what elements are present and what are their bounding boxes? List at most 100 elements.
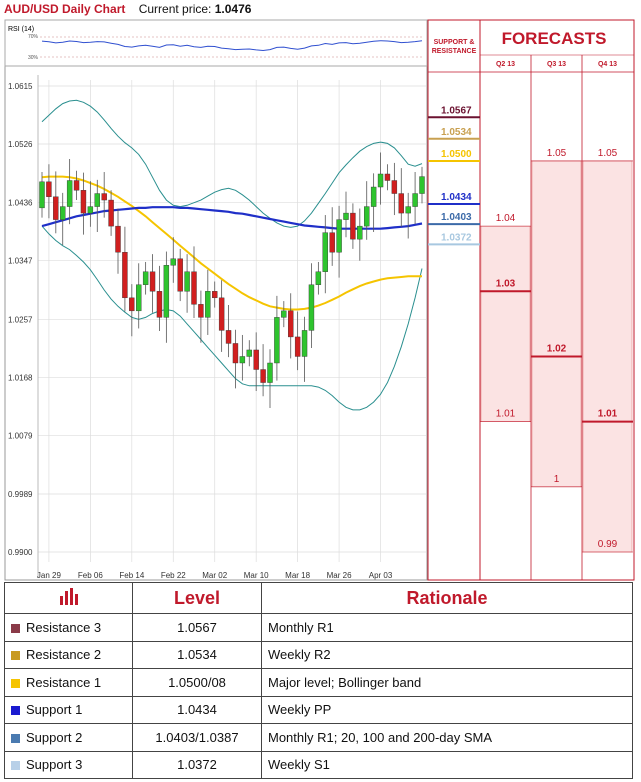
y-tick-label: 1.0436 bbox=[8, 199, 33, 208]
level-name: Resistance 1 bbox=[26, 674, 102, 690]
candle-body bbox=[322, 232, 328, 272]
table-row: Resistance 2 1.0534 Weekly R2 bbox=[4, 640, 633, 669]
candle-body bbox=[156, 291, 163, 318]
level-name-cell: Support 3 bbox=[4, 750, 133, 779]
candle-body bbox=[384, 173, 391, 181]
forecasts-title: FORECASTS bbox=[502, 29, 607, 48]
x-tick-label: Feb 06 bbox=[78, 571, 103, 580]
x-tick-label: Apr 03 bbox=[369, 571, 393, 580]
candle-body bbox=[129, 297, 135, 312]
level-name-cell: Resistance 1 bbox=[4, 668, 133, 697]
table-row: Resistance 1 1.0500/08 Major level; Bollin… bbox=[4, 668, 633, 697]
color-swatch bbox=[11, 623, 20, 633]
x-tick-label: Jan 29 bbox=[37, 571, 62, 580]
candle-body bbox=[80, 190, 87, 214]
y-tick-label: 1.0615 bbox=[8, 82, 33, 91]
sr-label-line1: SUPPORT & bbox=[434, 39, 475, 46]
level-name: Support 1 bbox=[26, 702, 83, 718]
level-rationale: Monthly R1; 20, 100 and 200-day SMA bbox=[261, 723, 633, 752]
x-tick-label: Mar 26 bbox=[327, 571, 352, 580]
candle-body bbox=[239, 356, 246, 364]
candle-body bbox=[294, 336, 301, 357]
bar-chart-icon bbox=[59, 587, 78, 605]
level-value: 1.0500/08 bbox=[132, 668, 262, 697]
candle-body bbox=[246, 349, 252, 357]
sr-label-line2: RESISTANCE bbox=[432, 48, 477, 55]
candle-body bbox=[377, 173, 384, 188]
level-rationale: Major level; Bollinger band bbox=[261, 668, 633, 697]
rsi-label: RSI (14) bbox=[8, 26, 34, 33]
rsi-tick-70: 70% bbox=[28, 34, 39, 40]
candle-body bbox=[87, 206, 94, 214]
level-name: Support 2 bbox=[26, 729, 83, 745]
candle-body bbox=[46, 181, 52, 197]
candle-body bbox=[60, 206, 66, 220]
candle-body bbox=[177, 258, 183, 292]
candle-body bbox=[350, 212, 356, 240]
table-row: Support 3 1.0372 Weekly S1 bbox=[4, 750, 633, 779]
x-tick-label: Mar 18 bbox=[285, 571, 310, 580]
forecast-band bbox=[531, 160, 582, 488]
candle-body bbox=[412, 193, 418, 207]
color-swatch bbox=[11, 706, 20, 716]
color-swatch bbox=[11, 761, 20, 771]
table-row: Support 1 1.0434 Weekly PP bbox=[4, 695, 633, 724]
level-rationale: Weekly PP bbox=[261, 695, 633, 724]
forecast-value: 1.01 bbox=[496, 409, 516, 420]
candle-body bbox=[419, 176, 425, 194]
candle-body bbox=[122, 251, 128, 299]
candle-body bbox=[364, 206, 370, 227]
sr-level-value: 1.0534 bbox=[441, 127, 472, 138]
price-label: Current price: bbox=[138, 2, 212, 16]
rsi-line bbox=[41, 40, 423, 52]
candle-body bbox=[73, 180, 80, 191]
candle-body bbox=[198, 304, 204, 318]
rsi-tick-30: 30% bbox=[28, 55, 39, 61]
candle-body bbox=[301, 330, 308, 357]
candle-body bbox=[253, 349, 259, 370]
candle-body bbox=[115, 225, 121, 253]
chart-area: RSI (14)70% 30% 1.0615 1.0526 1.0436 1.0347 1.… bbox=[4, 19, 635, 581]
y-tick-label: 0.9989 bbox=[8, 490, 33, 499]
color-swatch bbox=[11, 651, 20, 661]
sr-level-value: 1.0500 bbox=[441, 149, 472, 160]
level-name: Resistance 2 bbox=[26, 647, 102, 663]
candle-body bbox=[370, 186, 377, 207]
candle-body bbox=[274, 317, 280, 364]
candle-body bbox=[218, 297, 225, 331]
candle-body bbox=[149, 271, 156, 292]
candle-body bbox=[391, 180, 398, 194]
level-value: 1.0403/1.0387 bbox=[132, 723, 262, 752]
candle-body bbox=[39, 181, 45, 209]
candle-body bbox=[94, 193, 100, 207]
candle-body bbox=[170, 258, 176, 266]
level-value: 1.0434 bbox=[132, 695, 262, 724]
y-tick-label: 1.0168 bbox=[8, 373, 33, 382]
sr-level-value: 1.0567 bbox=[441, 105, 472, 116]
forecast-value: 1.05 bbox=[547, 148, 567, 159]
level-name: Support 3 bbox=[26, 757, 83, 773]
candle-body bbox=[336, 219, 342, 253]
candle-body bbox=[212, 291, 218, 299]
level-header: Level bbox=[132, 582, 262, 614]
bollinger-lower-line bbox=[41, 225, 423, 411]
candle-body bbox=[267, 362, 273, 383]
x-tick-label: Feb 22 bbox=[161, 571, 186, 580]
candle-body bbox=[101, 193, 107, 201]
forecast-band bbox=[582, 160, 633, 553]
forecast-value: 1.01 bbox=[598, 409, 618, 420]
price-value: 1.0476 bbox=[214, 2, 252, 16]
sma-yellow-line bbox=[41, 175, 422, 311]
forecast-value: 1 bbox=[554, 474, 560, 485]
y-tick-label: 1.0079 bbox=[8, 431, 33, 440]
level-rationale: Monthly R1 bbox=[261, 613, 633, 642]
candle-body bbox=[66, 180, 73, 207]
y-tick-label: 1.0257 bbox=[8, 315, 33, 324]
level-rationale: Weekly S1 bbox=[261, 750, 633, 779]
x-tick-label: Feb 14 bbox=[119, 571, 144, 580]
levels-table-body: Resistance 3 1.0567 Monthly R1 Resistance 2… bbox=[4, 613, 633, 779]
forecast-value: 0.99 bbox=[598, 539, 618, 550]
table-header-row: Level Rationale bbox=[4, 582, 633, 614]
levels-table: Level Rationale Resistance 3 1.0567 Monthl… bbox=[4, 582, 633, 779]
x-tick-label: Mar 02 bbox=[202, 571, 227, 580]
